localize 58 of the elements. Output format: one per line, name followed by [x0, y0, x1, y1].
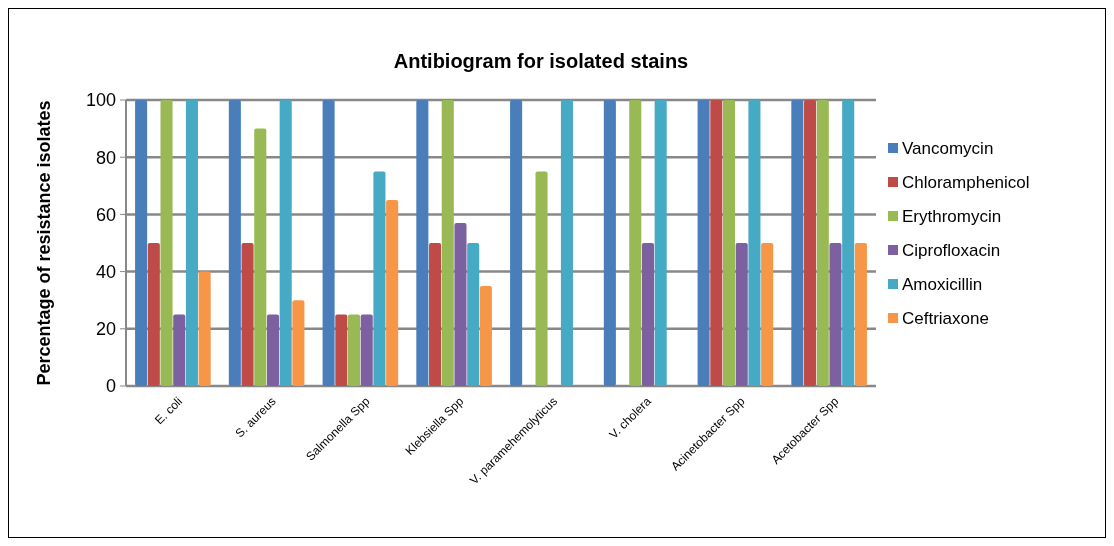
bar	[292, 300, 305, 386]
y-tick-label: 80	[95, 147, 116, 168]
y-axis-title: Percentage of resistance isolates	[34, 100, 54, 386]
bar	[735, 243, 748, 386]
bar	[641, 243, 655, 386]
bar	[722, 100, 736, 386]
bar	[279, 100, 292, 386]
bar	[629, 100, 642, 386]
bar	[603, 100, 616, 386]
bar	[386, 200, 399, 386]
bar	[816, 100, 829, 386]
bar	[254, 128, 267, 386]
bar	[467, 243, 480, 386]
legend-label: Ciprofloxacin	[902, 240, 1001, 260]
bar	[185, 100, 198, 386]
bar	[147, 243, 160, 386]
bar	[748, 100, 761, 386]
x-tick-label: E. coli	[151, 394, 185, 428]
y-tick-label: 20	[95, 319, 116, 340]
bar	[360, 314, 373, 386]
bar	[829, 243, 842, 386]
bar	[479, 285, 492, 386]
bar	[791, 100, 804, 386]
bar	[347, 314, 361, 386]
bar	[228, 100, 241, 386]
bar	[441, 100, 454, 386]
bar	[322, 100, 335, 386]
bar	[335, 314, 348, 386]
bar	[804, 100, 817, 386]
y-tick-label: 40	[95, 261, 116, 282]
bar	[510, 100, 523, 386]
bar	[535, 171, 548, 386]
bar	[160, 100, 173, 386]
bar	[654, 100, 667, 386]
legend-label: Erythromycin	[902, 206, 1002, 226]
bar	[560, 100, 573, 386]
legend-label: Vancomycin	[902, 138, 994, 158]
chart-title: Antibiogram for isolated stains	[393, 50, 689, 72]
bar	[454, 222, 467, 386]
legend-label: Chloramphenicol	[902, 172, 1030, 192]
bar	[429, 243, 442, 386]
y-tick-label: 100	[85, 90, 116, 111]
bar	[173, 314, 186, 386]
bar	[842, 100, 855, 386]
y-tick-label: 0	[105, 376, 116, 397]
bar	[710, 100, 723, 386]
bar	[266, 314, 280, 386]
bar	[198, 271, 211, 386]
bar	[373, 171, 386, 386]
y-tick-label: 60	[95, 204, 116, 225]
bar	[854, 243, 867, 386]
bar	[241, 243, 254, 386]
bar	[416, 100, 429, 386]
legend-label: Ceftriaxone	[902, 308, 989, 328]
bar	[761, 243, 774, 386]
bar	[697, 100, 710, 386]
legend-label: Amoxicillin	[902, 274, 983, 294]
bar	[135, 100, 148, 386]
